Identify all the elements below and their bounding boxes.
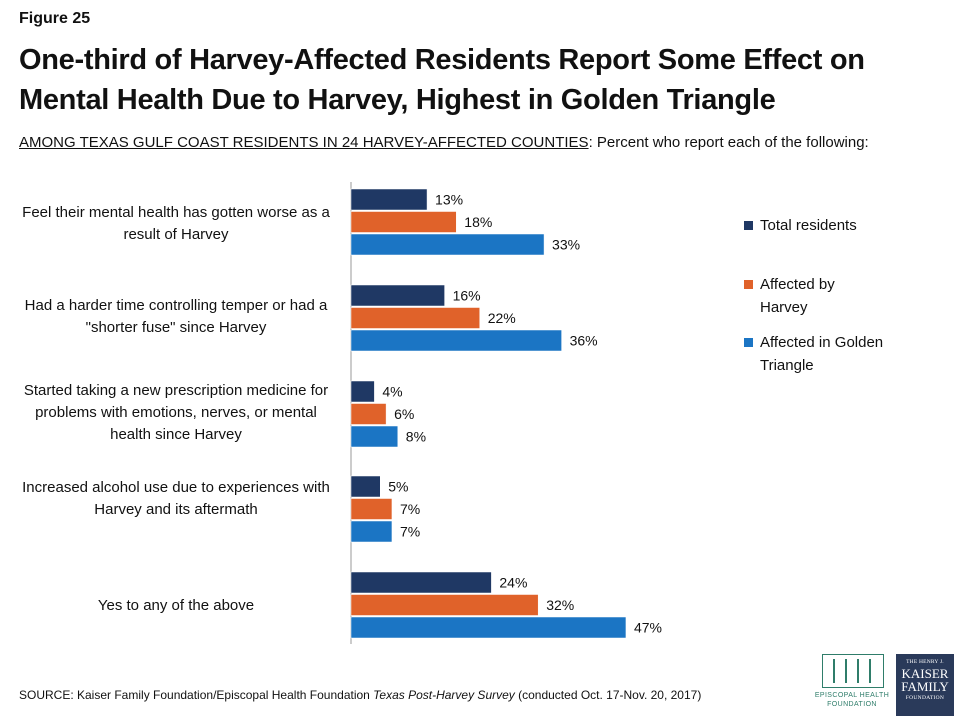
episcopal-health-foundation-logo: EPISCOPAL HEALTH FOUNDATION: [814, 654, 890, 716]
bar-total-4: [350, 475, 381, 498]
data-label-total-4: 5%: [388, 479, 408, 495]
legend-item-total-residents: Total residents: [744, 214, 910, 237]
source-survey-name: Texas Post-Harvey Survey: [373, 688, 515, 702]
data-label-golden-triangle-4: 7%: [400, 524, 420, 540]
legend-item-affected-by-harvey: Affected by Harvey: [744, 273, 870, 319]
category-label-alcohol-use: Increased alcohol use due to experiences…: [22, 479, 330, 518]
chart-title: One-third of Harvey-Affected Residents R…: [19, 44, 865, 116]
bar-total-2: [350, 284, 445, 307]
bar-affected-5: [350, 594, 539, 616]
legend-label-total: Total residents: [760, 217, 857, 234]
legend-label-golden-triangle: Affected in Golden Triangle: [760, 334, 884, 374]
data-label-golden-triangle-3: 8%: [406, 429, 426, 445]
source-prefix: SOURCE: Kaiser Family Foundation/Episcop…: [19, 688, 374, 702]
chart-subtitle: AMONG TEXAS GULF COAST RESIDENTS IN 24 H…: [19, 134, 869, 151]
subtitle-description: : Percent who report each of the followi…: [588, 134, 869, 151]
legend-swatch-affected: [744, 280, 753, 289]
subtitle-population: AMONG TEXAS GULF COAST RESIDENTS IN 24 H…: [19, 134, 589, 151]
data-label-total-2: 16%: [453, 288, 481, 304]
bar-affected-1: [350, 211, 457, 233]
data-label-affected-2: 22%: [488, 310, 516, 326]
ehf-logo-mark: [822, 654, 884, 688]
data-label-golden-triangle-1: 33%: [552, 237, 580, 253]
source-note: SOURCE: Kaiser Family Foundation/Episcop…: [19, 688, 701, 702]
data-label-affected-1: 18%: [464, 214, 492, 230]
category-label-new-prescription: Started taking a new prescription medici…: [23, 382, 329, 443]
data-label-golden-triangle-2: 36%: [570, 333, 598, 349]
category-label-mental-health-worse: Feel their mental health has gotten wors…: [22, 204, 330, 243]
data-label-total-1: 13%: [435, 192, 463, 208]
data-label-total-3: 4%: [382, 384, 402, 400]
bar-golden-triangle-3: [350, 425, 399, 448]
source-suffix: (conducted Oct. 17-Nov. 20, 2017): [514, 688, 702, 702]
data-label-golden-triangle-5: 47%: [634, 620, 662, 636]
bar-total-3: [350, 380, 375, 403]
category-label-shorter-fuse: Had a harder time controlling temper or …: [24, 297, 328, 336]
kff-logo-line2: KAISER FAMILY: [901, 666, 949, 694]
category-label-any-of-above: Yes to any of the above: [97, 597, 255, 614]
data-label-total-5: 24%: [499, 575, 527, 591]
figure-label: Figure 25: [19, 10, 91, 27]
kaiser-family-foundation-logo: THE HENRY J. KAISER FAMILY FOUNDATION: [896, 654, 954, 716]
legend-label-affected: Affected by Harvey: [760, 276, 835, 316]
bar-total-5: [350, 571, 492, 594]
bar-total-1: [350, 188, 428, 211]
legend-swatch-total: [744, 221, 753, 230]
data-label-affected-3: 6%: [394, 406, 414, 422]
data-label-affected-5: 32%: [546, 597, 574, 613]
legend-swatch-golden-triangle: [744, 338, 753, 347]
bar-affected-4: [350, 498, 393, 520]
bar-chart: 13%18% 33% 16% 22% 36% 4% 6% 8% 5% 7% 7% 24% 32% 47%: [350, 182, 662, 644]
bar-affected-2: [350, 307, 480, 329]
bar-affected-3: [350, 403, 387, 425]
bar-golden-triangle-1: [350, 233, 545, 256]
kff-logo-line3: FOUNDATION: [905, 695, 945, 701]
bar-golden-triangle-5: [350, 616, 627, 639]
bar-golden-triangle-2: [350, 329, 562, 352]
legend-item-golden-triangle: Affected in Golden Triangle: [744, 331, 910, 377]
data-label-affected-4: 7%: [400, 501, 420, 517]
kff-logo-line1: THE HENRY J.: [906, 659, 944, 665]
ehf-logo-text: EPISCOPAL HEALTH FOUNDATION: [814, 692, 890, 708]
bar-golden-triangle-4: [350, 520, 393, 543]
